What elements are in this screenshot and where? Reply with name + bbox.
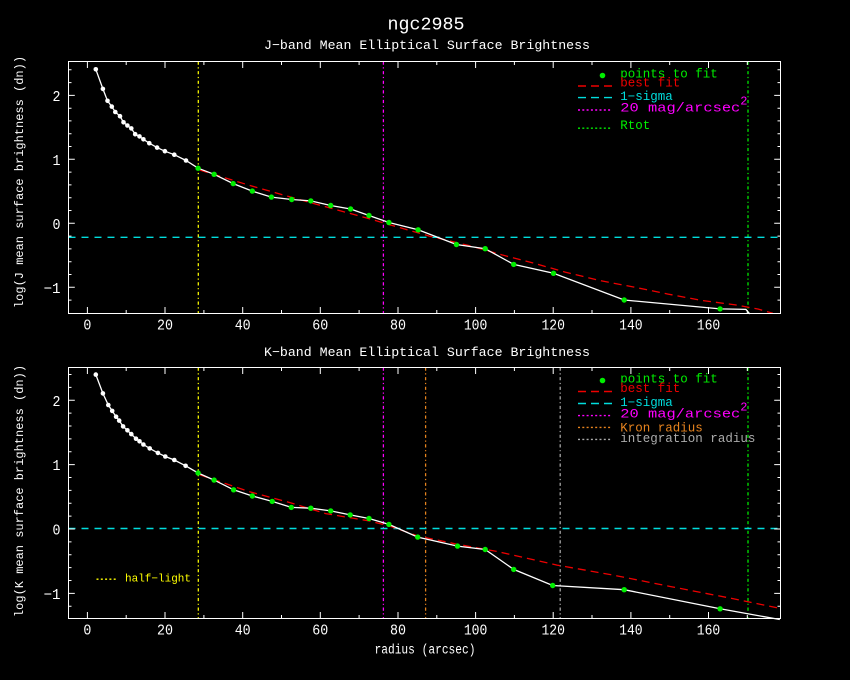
svg-text:120: 120 — [541, 318, 565, 335]
svg-text:0: 0 — [83, 318, 91, 335]
svg-text:radius (arcsec): radius (arcsec) — [375, 644, 476, 659]
svg-text:−1: −1 — [44, 281, 61, 298]
svg-text:Kron radius: Kron radius — [620, 421, 703, 435]
svg-text:2: 2 — [53, 89, 61, 106]
svg-text:100: 100 — [464, 318, 488, 335]
svg-text:120: 120 — [541, 622, 565, 639]
svg-text:log(J mean surface brightness: log(J mean surface brightness (dn)) — [13, 56, 27, 308]
svg-text:20: 20 — [157, 318, 173, 335]
svg-text:1: 1 — [53, 153, 61, 170]
svg-text:best fit: best fit — [620, 77, 680, 91]
svg-text:1−sigma: 1−sigma — [620, 396, 673, 410]
svg-text:2: 2 — [53, 394, 61, 411]
svg-text:Rtot: Rtot — [620, 119, 650, 133]
svg-text:half−light: half−light — [125, 574, 191, 586]
svg-text:160: 160 — [697, 622, 721, 639]
svg-text:log(K mean surface brightness: log(K mean surface brightness (dn)) — [13, 365, 27, 617]
svg-text:60: 60 — [312, 318, 328, 335]
svg-text:ngc2985: ngc2985 — [388, 16, 465, 36]
svg-text:0: 0 — [83, 622, 91, 639]
svg-text:J−band Mean Elliptical Surface: J−band Mean Elliptical Surface Brightnes… — [264, 38, 590, 53]
svg-text:140: 140 — [619, 622, 643, 639]
svg-text:80: 80 — [390, 622, 406, 639]
svg-text:points to fit: points to fit — [620, 68, 718, 82]
svg-text:160: 160 — [697, 318, 721, 335]
svg-text:80: 80 — [390, 318, 406, 335]
svg-text:1: 1 — [53, 458, 61, 475]
svg-text:best fit: best fit — [620, 382, 680, 396]
svg-text:points to fit: points to fit — [620, 373, 718, 387]
svg-text:40: 40 — [235, 318, 251, 335]
svg-text:0: 0 — [53, 217, 61, 234]
svg-text:20 mag/arcsec2: 20 mag/arcsec2 — [620, 95, 747, 116]
svg-text:1−sigma: 1−sigma — [620, 90, 673, 104]
svg-text:140: 140 — [619, 318, 643, 335]
svg-text:40: 40 — [235, 622, 251, 639]
svg-text:K−band Mean Elliptical Surface: K−band Mean Elliptical Surface Brightnes… — [264, 345, 590, 360]
svg-text:100: 100 — [464, 622, 488, 639]
svg-text:20 mag/arcsec2: 20 mag/arcsec2 — [620, 400, 747, 421]
svg-text:0: 0 — [53, 523, 61, 540]
svg-text:20: 20 — [157, 622, 173, 639]
svg-text:60: 60 — [312, 622, 328, 639]
svg-text:−1: −1 — [44, 587, 61, 604]
svg-text:integration radius: integration radius — [620, 432, 755, 446]
